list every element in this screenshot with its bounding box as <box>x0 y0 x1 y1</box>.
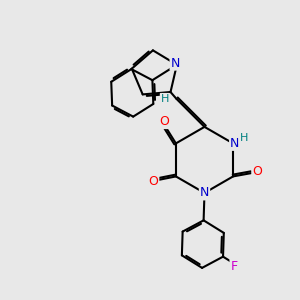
Text: N: N <box>230 137 239 150</box>
Text: F: F <box>230 260 238 273</box>
Text: H: H <box>239 134 248 143</box>
Text: H: H <box>161 94 169 104</box>
Text: O: O <box>252 165 262 178</box>
Text: O: O <box>148 175 158 188</box>
Text: N: N <box>170 57 180 70</box>
Text: N: N <box>200 186 209 200</box>
Text: O: O <box>159 115 169 128</box>
